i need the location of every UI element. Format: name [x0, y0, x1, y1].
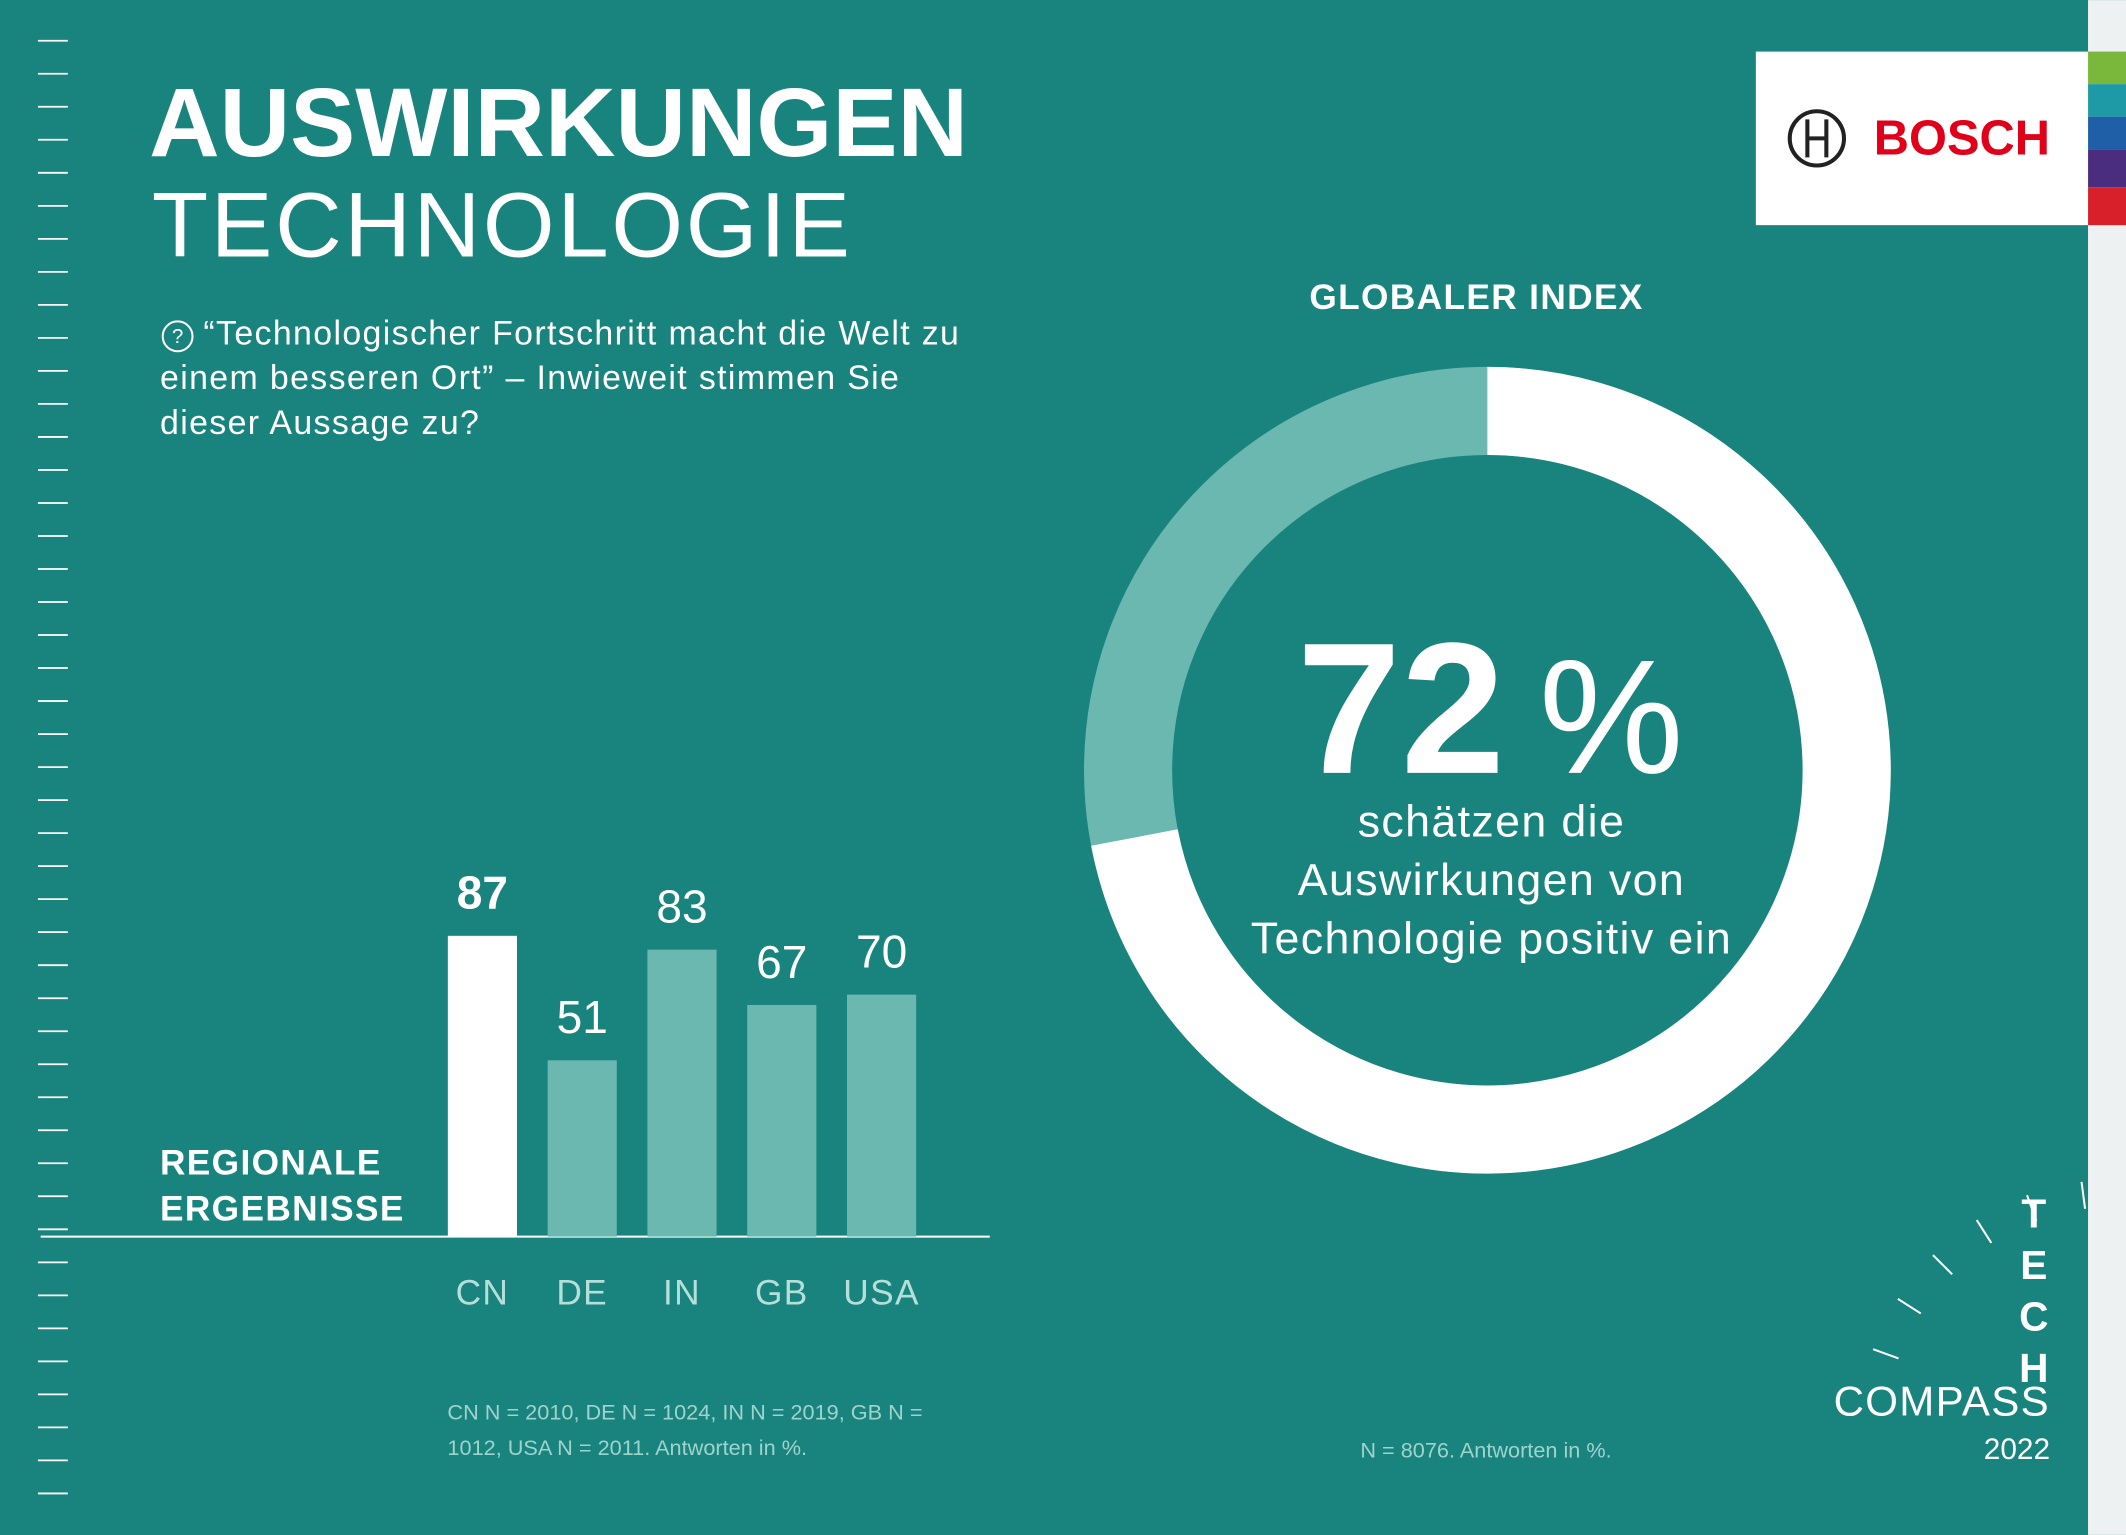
compass-tick	[1872, 1348, 1899, 1360]
value-label: 67	[756, 936, 807, 988]
stripe	[2088, 149, 2126, 188]
ruler	[37, 39, 68, 1495]
compass-tick	[1932, 1254, 1953, 1276]
compass-tick	[2026, 1194, 2038, 1222]
badge-word: TECH	[2011, 1191, 2057, 1397]
logo-text: BOSCH	[1874, 112, 2050, 166]
compass-tick	[1975, 1219, 1993, 1244]
bar-note-box: CN N = 2010, DE N = 1024, IN N = 2019, G…	[447, 1402, 923, 1461]
pie-caption-box: schätzen die Auswirkungen von Technologi…	[1250, 795, 1733, 963]
bar-note: CN N = 2010, DE N = 1024, IN N = 2019, G…	[447, 1402, 923, 1461]
compass-ticks	[1872, 1181, 2087, 1360]
stripe	[2088, 51, 2126, 85]
value-label: 51	[557, 991, 608, 1043]
stripe	[2088, 84, 2126, 117]
bar	[647, 949, 717, 1237]
question-box: “Technologischer Fortschritt macht die W…	[159, 314, 961, 443]
badge-year: 2022	[1984, 1433, 2050, 1466]
value-unit: %	[1539, 627, 1684, 808]
question-mark: ?	[172, 326, 183, 348]
subtitle: TECHNOLOGIE	[152, 173, 853, 276]
side-strip	[2088, 0, 2126, 1535]
question: “Technologischer Fortschritt macht die W…	[159, 314, 961, 443]
category-label: GB	[755, 1273, 809, 1312]
value-label: 87	[457, 867, 508, 919]
badge-name: COMPASS	[1834, 1378, 2051, 1425]
stripe	[2088, 187, 2126, 226]
bar	[747, 1004, 817, 1237]
donut-arc	[1091, 366, 1891, 1174]
logo-icon-h	[1805, 119, 1829, 158]
bar	[447, 935, 517, 1237]
compass-tick	[2080, 1181, 2087, 1209]
category-label: CN	[456, 1273, 510, 1312]
question-icon	[161, 320, 194, 353]
stripe	[2088, 116, 2126, 150]
category-label: IN	[663, 1273, 701, 1312]
bar-title-box: REGIONALE ERGEBNISSE	[159, 1141, 405, 1229]
bar	[847, 994, 917, 1237]
pie-caption: schätzen die Auswirkungen von Technologi…	[1250, 795, 1733, 963]
logo-icon	[1787, 109, 1847, 168]
category-label: USA	[843, 1273, 920, 1312]
pie-title: GLOBALER INDEX	[1309, 278, 1643, 317]
bar-title: REGIONALE ERGEBNISSE	[159, 1141, 405, 1229]
value-label: 72	[1297, 604, 1505, 813]
title: AUSWIRKUNGEN	[149, 68, 968, 177]
compass-tick	[1897, 1298, 1922, 1315]
value-label: 83	[656, 881, 707, 933]
pie-note: N = 8076. Antworten in %.	[1360, 1438, 1611, 1463]
value-label: 70	[856, 925, 907, 977]
bar	[547, 1060, 617, 1237]
category-label: DE	[556, 1273, 608, 1312]
